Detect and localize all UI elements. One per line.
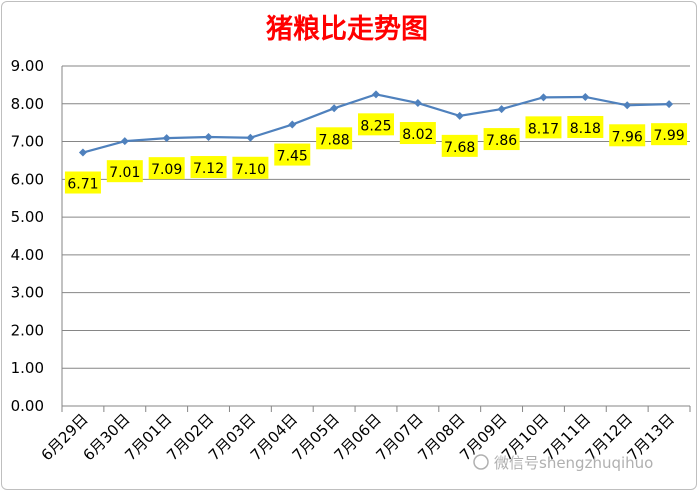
data-point xyxy=(455,111,464,120)
data-label-background xyxy=(106,160,143,183)
y-axis-ticks: 0.00 1.00 2.00 3.00 4.00 5.00 6.00 7.00 8.00 9.00 xyxy=(11,57,44,415)
data-label-background xyxy=(64,171,101,194)
data-point xyxy=(204,133,213,142)
data-labels: 6.71 7.01 7.09 7.12 7.10 7.45 7.88 8.25 8.02 7.68… xyxy=(64,113,688,194)
data-label: 8.25 xyxy=(360,118,391,134)
data-point xyxy=(162,134,171,143)
data-label-background xyxy=(567,115,604,138)
data-point xyxy=(372,90,380,99)
data-point xyxy=(581,92,590,101)
data-label-background xyxy=(609,124,646,147)
data-point xyxy=(539,93,548,102)
data-point xyxy=(288,120,297,129)
series-points xyxy=(78,90,674,157)
grid-lines xyxy=(62,65,690,407)
y-tick-label: 8.00 xyxy=(11,95,44,113)
y-tick-label: 9.00 xyxy=(11,57,44,75)
data-label: 7.68 xyxy=(444,140,475,156)
data-label-background xyxy=(316,127,353,150)
data-point xyxy=(623,101,632,110)
data-label: 7.88 xyxy=(319,132,350,148)
data-label: 7.86 xyxy=(486,133,517,149)
data-label-background xyxy=(148,157,185,180)
y-tick-label: 1.00 xyxy=(11,359,44,377)
data-label: 7.01 xyxy=(109,165,140,181)
data-point xyxy=(413,99,422,108)
y-tick-label: 0.00 xyxy=(11,397,44,415)
data-point xyxy=(120,137,129,146)
data-label: 8.02 xyxy=(402,127,433,143)
wechat-icon xyxy=(473,454,489,470)
data-label: 7.09 xyxy=(151,162,182,178)
data-label: 8.17 xyxy=(528,121,559,137)
data-point xyxy=(497,105,506,114)
data-label-background xyxy=(358,113,394,136)
data-label-background xyxy=(232,156,269,179)
data-point xyxy=(78,148,87,157)
y-tick-label: 6.00 xyxy=(11,170,44,188)
data-point xyxy=(665,100,674,109)
data-label-background xyxy=(651,123,688,146)
data-label-background xyxy=(190,156,227,179)
data-label: 7.99 xyxy=(653,128,684,144)
data-label-background xyxy=(399,122,436,145)
data-label-background xyxy=(274,143,311,166)
x-axis xyxy=(61,66,691,412)
y-tick-label: 4.00 xyxy=(11,246,44,264)
y-tick-label: 2.00 xyxy=(11,321,44,339)
data-label-background xyxy=(483,128,520,151)
data-label: 7.45 xyxy=(277,149,308,165)
watermark: 微信号shengzhuqihuo xyxy=(473,454,653,472)
data-label-background xyxy=(441,134,478,157)
data-label: 7.12 xyxy=(193,161,224,177)
watermark-text: 微信号shengzhuqihuo xyxy=(494,454,653,472)
data-label: 6.71 xyxy=(67,177,98,193)
data-point xyxy=(330,104,339,113)
data-label: 7.10 xyxy=(235,162,266,178)
y-tick-label: 5.00 xyxy=(11,208,44,226)
data-point xyxy=(246,133,255,142)
data-label: 7.96 xyxy=(612,129,643,145)
chart-title: 猪粮比走势图 xyxy=(266,13,428,45)
y-tick-label: 7.00 xyxy=(11,133,44,151)
data-label-background xyxy=(525,116,562,139)
data-label: 8.18 xyxy=(570,121,601,137)
y-tick-label: 3.00 xyxy=(11,284,44,302)
